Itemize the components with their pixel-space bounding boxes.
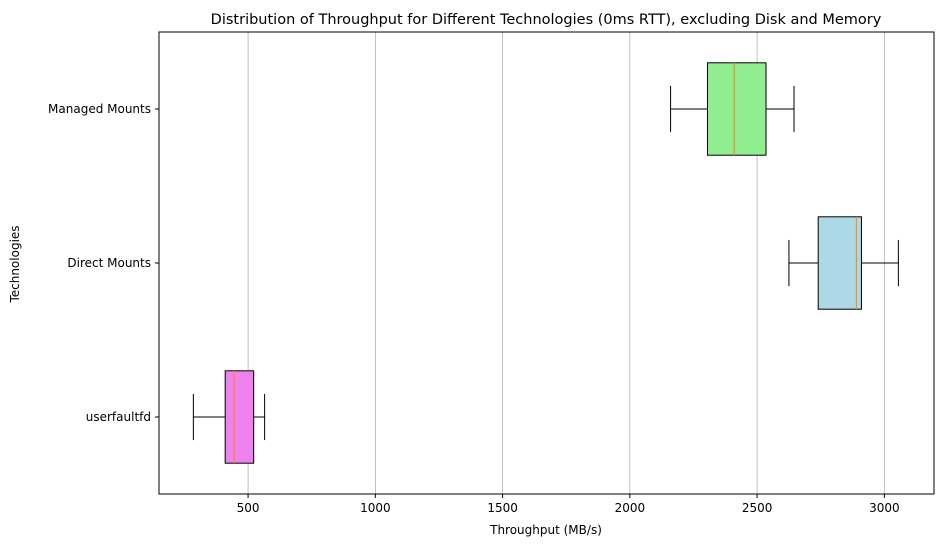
iqr-box [224,370,255,464]
boxes [192,62,899,464]
box-group [192,370,266,464]
y-tick-label: userfaultfd [86,410,151,424]
x-tick-label: 1000 [360,501,391,515]
x-axis-label: Throughput (MB/s) [489,523,602,537]
box-group [788,216,899,310]
box-group [670,62,795,156]
x-tick-label: 2500 [742,501,773,515]
y-tick-label: Direct Mounts [67,256,151,270]
y-tick-label: Managed Mounts [48,102,151,116]
iqr-box [706,62,767,156]
x-axis: 500 1000 1500 2000 2500 3000 [237,494,900,515]
chart-title: Distribution of Throughput for Different… [211,12,882,28]
y-axis-label: Technologies [8,225,22,303]
x-tick-label: 500 [237,501,260,515]
y-axis: userfaultfd Direct Mounts Managed Mounts [48,102,159,424]
x-tick-label: 2000 [615,501,646,515]
x-tick-label: 1500 [487,501,518,515]
iqr-box [817,216,862,310]
x-tick-label: 3000 [869,501,900,515]
